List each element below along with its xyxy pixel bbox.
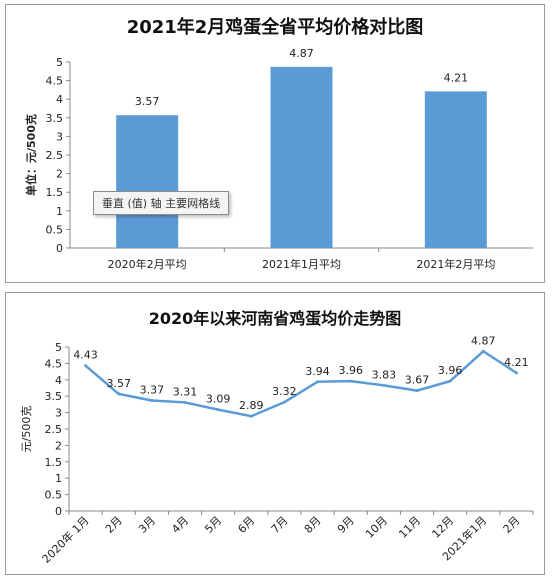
y-tick-label: 3 [55,407,62,420]
data-point [282,400,286,404]
point-data-label: 4.43 [73,349,98,362]
point-data-label: 3.83 [372,368,397,381]
x-tick-label: 2020年 1月 [39,513,92,566]
point-data-label: 3.37 [140,383,165,396]
x-tick-label: 5月 [202,514,224,536]
x-tick-label: 4月 [169,514,191,536]
y-tick-label: 5 [56,56,63,69]
line-chart-svg: 0 0.5 1 1.5 2 2.5 3 3.5 4 4.5 5 4.43 2020年 1月 3.57 2月 3… [20,334,534,566]
data-point [382,383,386,387]
data-point [183,400,187,404]
line-chart-title: 2020年以来河南省鸡蛋均价走势图 [148,309,402,328]
x-tick-label: 2021年1月平均 [262,257,341,271]
bar [270,66,333,248]
y-tick-label: 2.5 [46,149,64,162]
y-tick-label: 0 [55,505,62,518]
data-point [84,364,88,368]
data-point [216,408,220,412]
point-data-label: 4.21 [504,356,529,369]
data-point [448,379,452,383]
y-tick-label: 2 [56,168,63,181]
data-point [316,380,320,384]
x-tick-label: 2月 [103,514,125,536]
y-tick-label: 4.5 [46,75,64,88]
y-tick-label: 4 [55,374,62,387]
data-point [481,349,485,353]
y-tick-label: 3 [56,130,63,143]
point-data-label: 3.96 [438,364,463,377]
x-tick-label: 3月 [136,514,158,536]
data-point [514,371,518,375]
bar [424,91,487,248]
x-tick-label: 11月 [396,514,423,541]
x-tick-label: 9月 [335,514,357,536]
x-tick-label: 2月 [501,514,523,536]
gridline-tooltip: 垂直 (值) 轴 主要网格线 [93,191,230,215]
y-axis-label: 单位：元/500克 [24,114,38,196]
bar [116,115,179,248]
bar-data-label: 4.87 [289,47,314,60]
data-point [415,389,419,393]
y-tick-label: 1 [56,205,63,218]
point-data-label: 4.87 [471,334,496,347]
y-tick-label: 2.5 [45,423,63,436]
point-data-label: 3.32 [272,385,297,398]
bar-chart-panel: 2021年2月鸡蛋全省平均价格对比图 0 0.5 1 1.5 2 2.5 3 3.5 4 4.5 5… [5,4,545,283]
y-tick-label: 4.5 [45,357,63,370]
x-tick-label: 8月 [302,514,324,536]
y-tick-label: 3.5 [46,112,64,125]
point-data-label: 3.57 [106,377,131,390]
y-tick-label: 1 [55,472,62,485]
bar-data-label: 4.21 [444,71,469,84]
point-data-label: 3.09 [206,393,231,406]
point-data-label: 3.94 [305,365,330,378]
x-tick-label: 2021年2月平均 [416,257,495,271]
data-point [249,414,253,418]
x-tick-label: 2020年2月平均 [108,257,187,271]
line-chart-panel: 2020年以来河南省鸡蛋均价走势图 0 0.5 1 1.5 2 2.5 3 3.5 4 4.5 5 4… [5,292,545,575]
data-point [150,398,154,402]
point-data-label: 3.31 [173,385,198,398]
x-tick-label: 12月 [429,514,456,541]
x-tick-label: 10月 [363,514,390,541]
y-tick-label: 4 [56,93,63,106]
y-tick-label: 5 [55,341,62,354]
y-tick-label: 0.5 [45,489,63,502]
y-tick-label: 2 [55,439,62,452]
bar-data-label: 3.57 [135,95,160,108]
data-point [349,379,353,383]
y-tick-label: 1.5 [45,456,63,469]
bar-chart-svg: 0 0.5 1 1.5 2 2.5 3 3.5 4 4.5 5 3.57 2020年2月平均 4.87 20… [24,47,533,271]
x-tick-label: 7月 [269,514,291,536]
point-data-label: 2.89 [239,399,264,412]
data-point [117,392,121,396]
y-tick-label: 0 [56,242,63,255]
point-data-label: 3.96 [338,364,363,377]
y-tick-label: 0.5 [46,223,64,236]
bar-chart-title: 2021年2月鸡蛋全省平均价格对比图 [126,17,424,38]
x-tick-label: 6月 [235,514,257,536]
point-data-label: 3.67 [405,374,430,387]
y-axis-label: 元/500克 [20,406,33,453]
series-line [84,350,518,418]
y-tick-label: 3.5 [45,390,63,403]
y-tick-label: 1.5 [46,186,64,199]
